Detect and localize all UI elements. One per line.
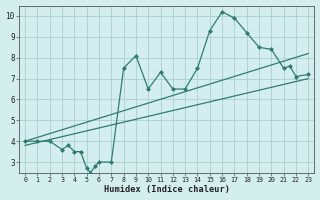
X-axis label: Humidex (Indice chaleur): Humidex (Indice chaleur) (104, 185, 230, 194)
